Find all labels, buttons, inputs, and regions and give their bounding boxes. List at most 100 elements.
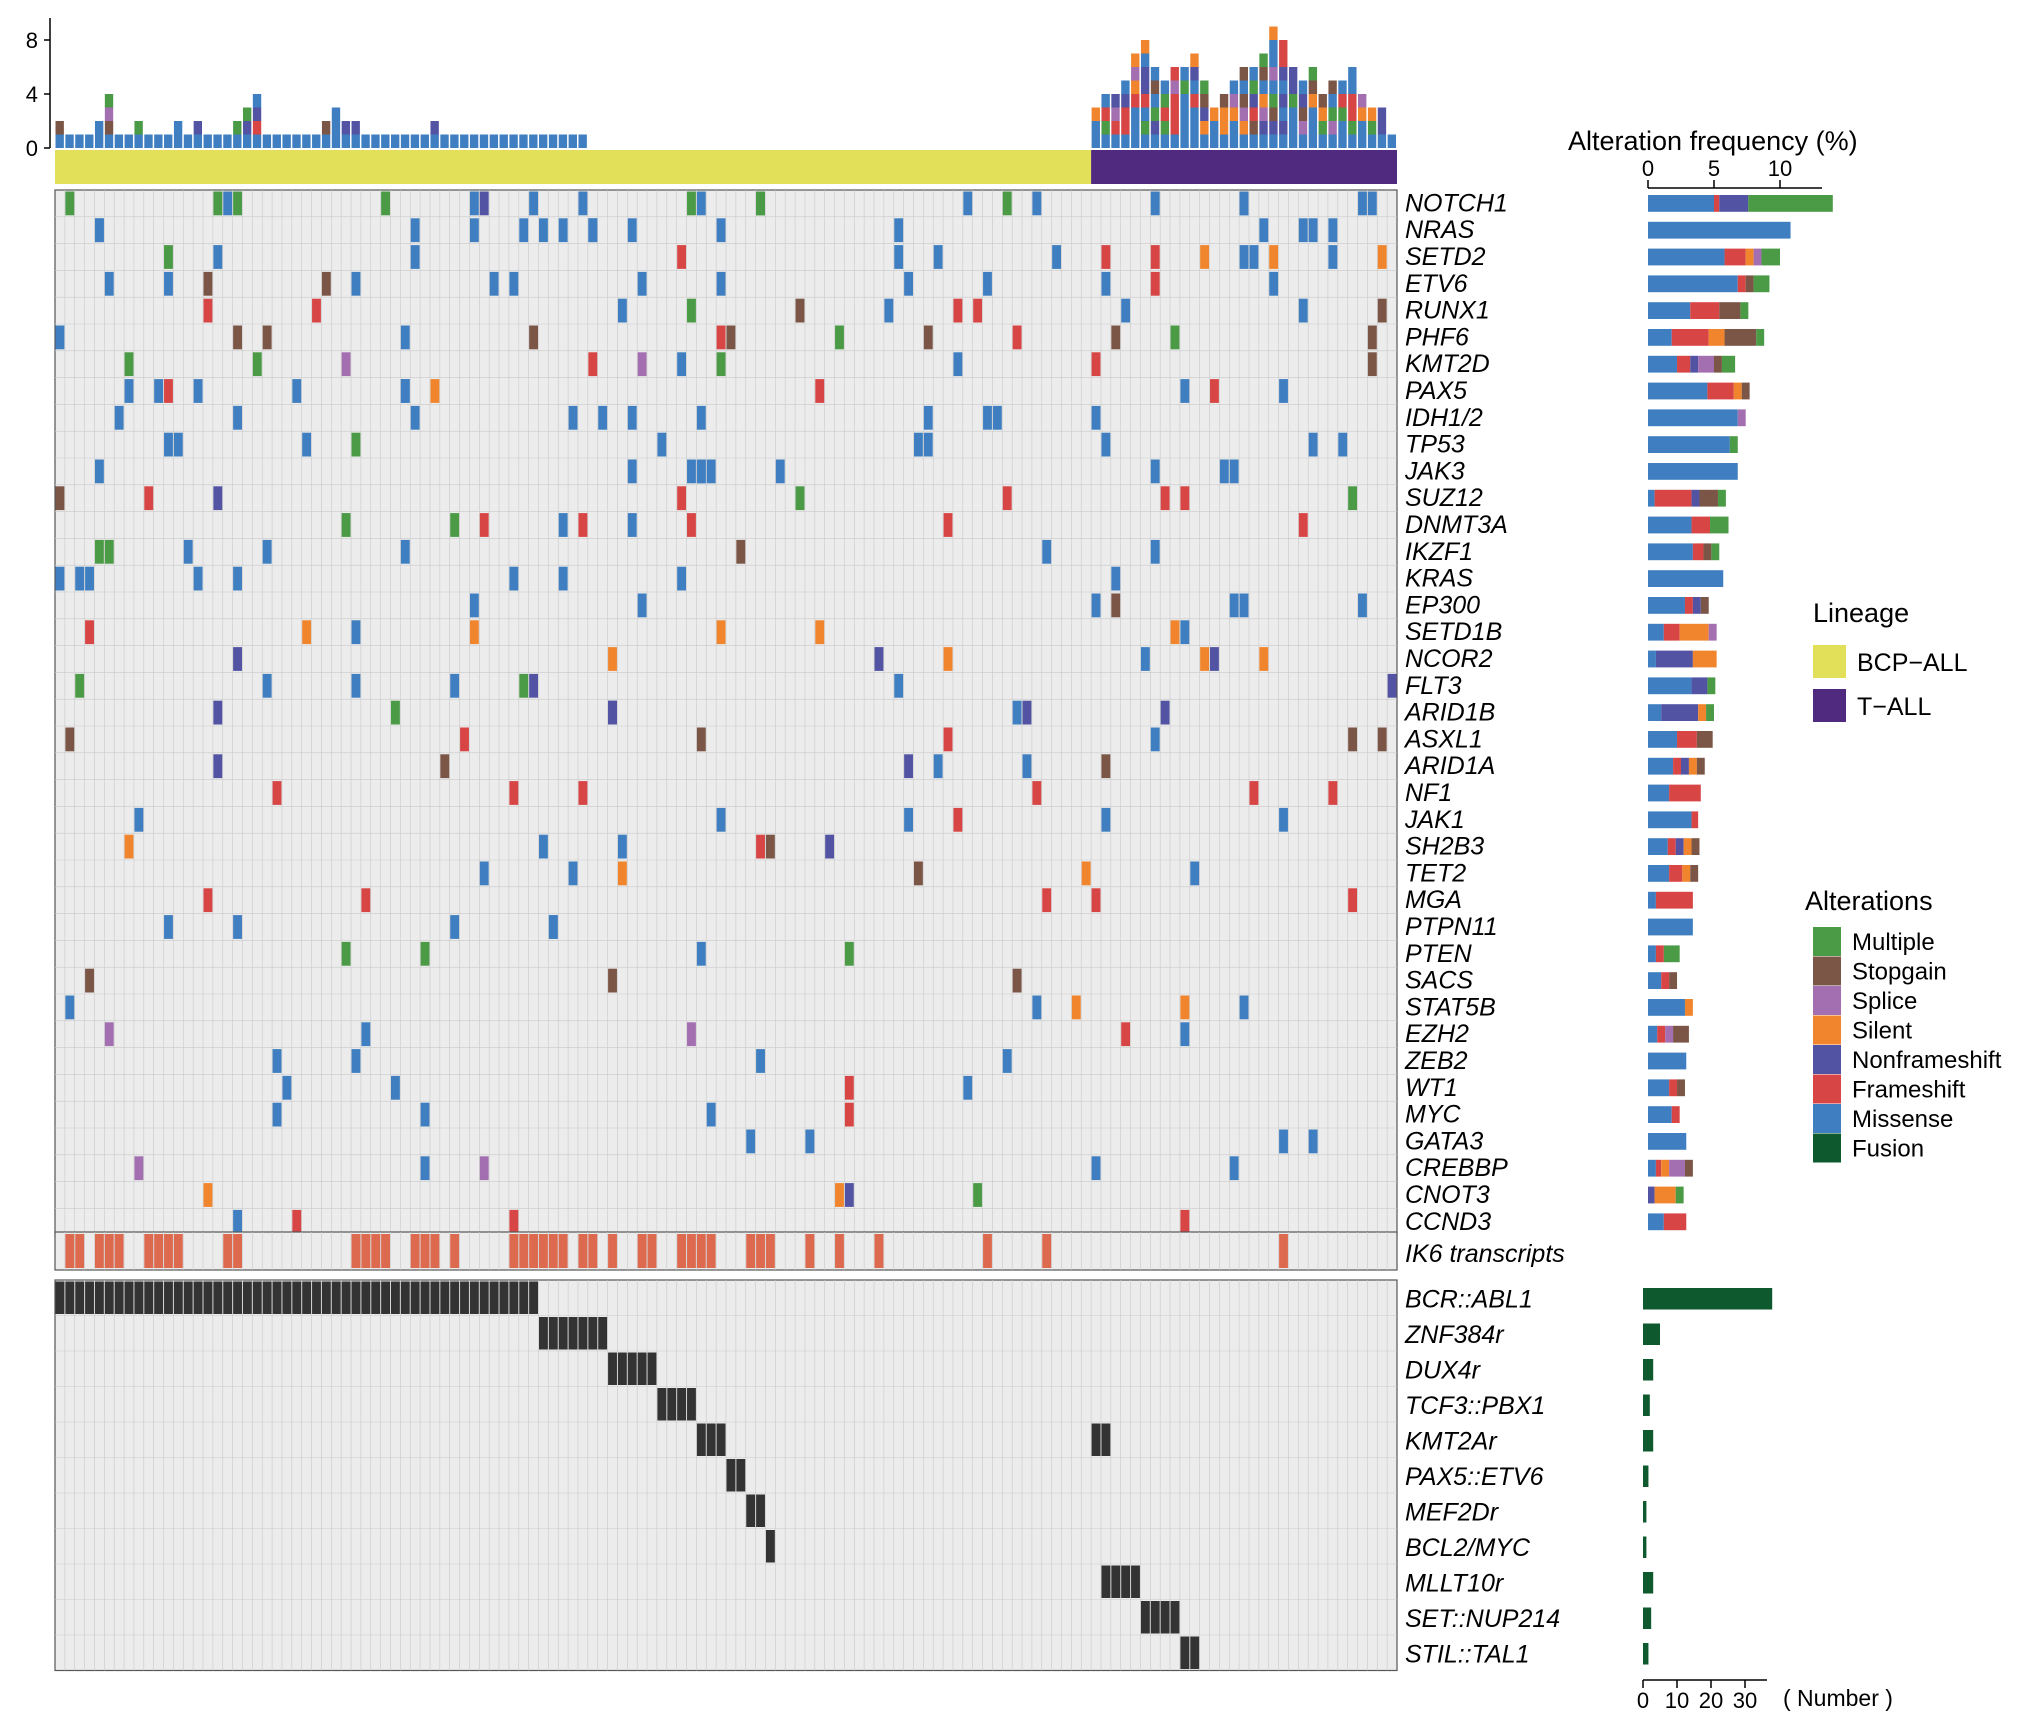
top-bar-segment <box>1249 80 1258 94</box>
top-bar-segment <box>1190 53 1199 67</box>
top-bar-segment <box>1131 53 1140 67</box>
mutation-cell <box>706 1102 716 1127</box>
top-bar-segment <box>341 134 351 148</box>
mutation-cell <box>400 539 410 564</box>
top-bar-segment <box>1239 94 1248 108</box>
mutation-cell <box>341 513 351 537</box>
top-bar-segment <box>1269 107 1278 121</box>
top-bar-segment <box>233 134 242 148</box>
freq-bar-segment <box>1677 1079 1685 1097</box>
ik6-positive-cell <box>430 1234 440 1268</box>
mutation-cell <box>696 459 706 484</box>
mutation-cell <box>65 727 75 752</box>
mutation-cell <box>756 834 765 859</box>
mutation-cell <box>1259 218 1269 243</box>
top-bar-segment <box>1111 121 1120 135</box>
mutation-cell <box>617 834 627 859</box>
mutation-cell <box>775 459 785 484</box>
top-bar-segment <box>1377 121 1387 135</box>
freq-bar-segment <box>1733 382 1742 400</box>
top-bar-segment <box>252 134 262 148</box>
mutation-cell <box>568 405 578 430</box>
lineage-legend-title: Lineage <box>1813 598 1909 628</box>
top-bar-segment <box>1121 134 1130 148</box>
mutation-cell <box>943 513 953 537</box>
mutation-cell <box>696 405 706 430</box>
top-bar-segment <box>1308 121 1318 135</box>
top-bar-segment <box>134 134 143 148</box>
top-bar-segment <box>1160 80 1170 94</box>
mutation-cell <box>164 379 173 403</box>
fusion-cell <box>183 1281 193 1314</box>
alteration-legend-label: Silent <box>1852 1018 1912 1045</box>
top-bar-segment <box>1160 107 1170 121</box>
top-bar-segment <box>321 121 331 135</box>
mutation-cell <box>1180 995 1190 1020</box>
ik6-positive-cell <box>647 1234 657 1268</box>
top-bar-segment <box>312 134 321 148</box>
mutation-cell <box>1052 245 1061 269</box>
top-bar-segment <box>183 134 193 148</box>
top-bar-segment <box>578 134 587 148</box>
mutation-cell <box>1367 325 1377 350</box>
mutation-cell <box>1150 271 1160 296</box>
mutation-cell <box>1101 432 1111 457</box>
freq-bar-segment <box>1737 409 1746 427</box>
top-bar-segment <box>568 134 577 148</box>
freq-bar-segment <box>1648 999 1685 1016</box>
mutation-cell <box>1298 298 1308 323</box>
fusion-cell <box>391 1281 400 1314</box>
top-bar-segment <box>1259 94 1268 108</box>
mutation-cell <box>1002 486 1012 511</box>
top-bar-segment <box>1318 94 1327 108</box>
mutation-cell <box>1259 647 1269 671</box>
mutation-cell <box>213 245 223 269</box>
freq-bar-segment <box>1648 248 1725 266</box>
mutation-cell <box>272 1102 282 1127</box>
top-bar-segment <box>1190 107 1199 121</box>
fusion-cell <box>242 1281 252 1314</box>
mutation-cell <box>410 405 420 430</box>
top-y-tick-label: 4 <box>26 82 38 107</box>
fusion-cell <box>627 1352 637 1385</box>
mutation-cell <box>1160 486 1170 511</box>
top-bar-segment <box>331 134 341 148</box>
gene-label: IDH1/2 <box>1405 404 1483 432</box>
mutation-cell <box>144 486 154 511</box>
top-bar-segment <box>1348 121 1357 135</box>
top-bar-segment <box>1249 67 1258 81</box>
freq-bar-segment <box>1691 811 1699 829</box>
fusion-cell <box>213 1281 223 1314</box>
mutation-cell <box>588 218 598 243</box>
fusion-cell <box>519 1281 529 1314</box>
mutation-cell <box>1111 566 1121 591</box>
top-bar-segment <box>1269 134 1278 148</box>
mutation-cell <box>1348 888 1358 913</box>
fusion-cell <box>647 1352 657 1385</box>
gene-label: CNOT3 <box>1405 1181 1490 1209</box>
top-bar-segment <box>1170 134 1179 148</box>
mutation-cell <box>75 566 85 591</box>
lineage-legend-swatch <box>1813 645 1846 678</box>
mutation-cell <box>292 1209 302 1234</box>
mutation-cell <box>292 379 302 403</box>
mutation-cell <box>1170 325 1180 350</box>
freq-bar-segment <box>1648 1052 1687 1070</box>
mutation-cell <box>1111 325 1121 350</box>
alteration-legend-swatch <box>1813 1045 1841 1074</box>
mutation-cell <box>1308 1129 1318 1154</box>
top-bar-segment <box>1288 94 1298 108</box>
fusion-number-unit: ( Number ) <box>1783 1685 1893 1711</box>
gene-label: ARID1B <box>1403 699 1495 727</box>
ik6-positive-cell <box>696 1234 706 1268</box>
top-bar-segment <box>1249 94 1258 108</box>
top-bar-segment <box>1160 134 1170 148</box>
mutation-cell <box>1229 593 1239 618</box>
mutation-cell <box>430 379 440 403</box>
top-bar-segment <box>154 134 163 148</box>
fusion-cell <box>479 1281 489 1314</box>
top-bar-segment <box>1348 80 1357 94</box>
mutation-cell <box>677 352 687 377</box>
mutation-cell <box>351 1049 361 1073</box>
mutation-cell <box>1101 754 1111 779</box>
